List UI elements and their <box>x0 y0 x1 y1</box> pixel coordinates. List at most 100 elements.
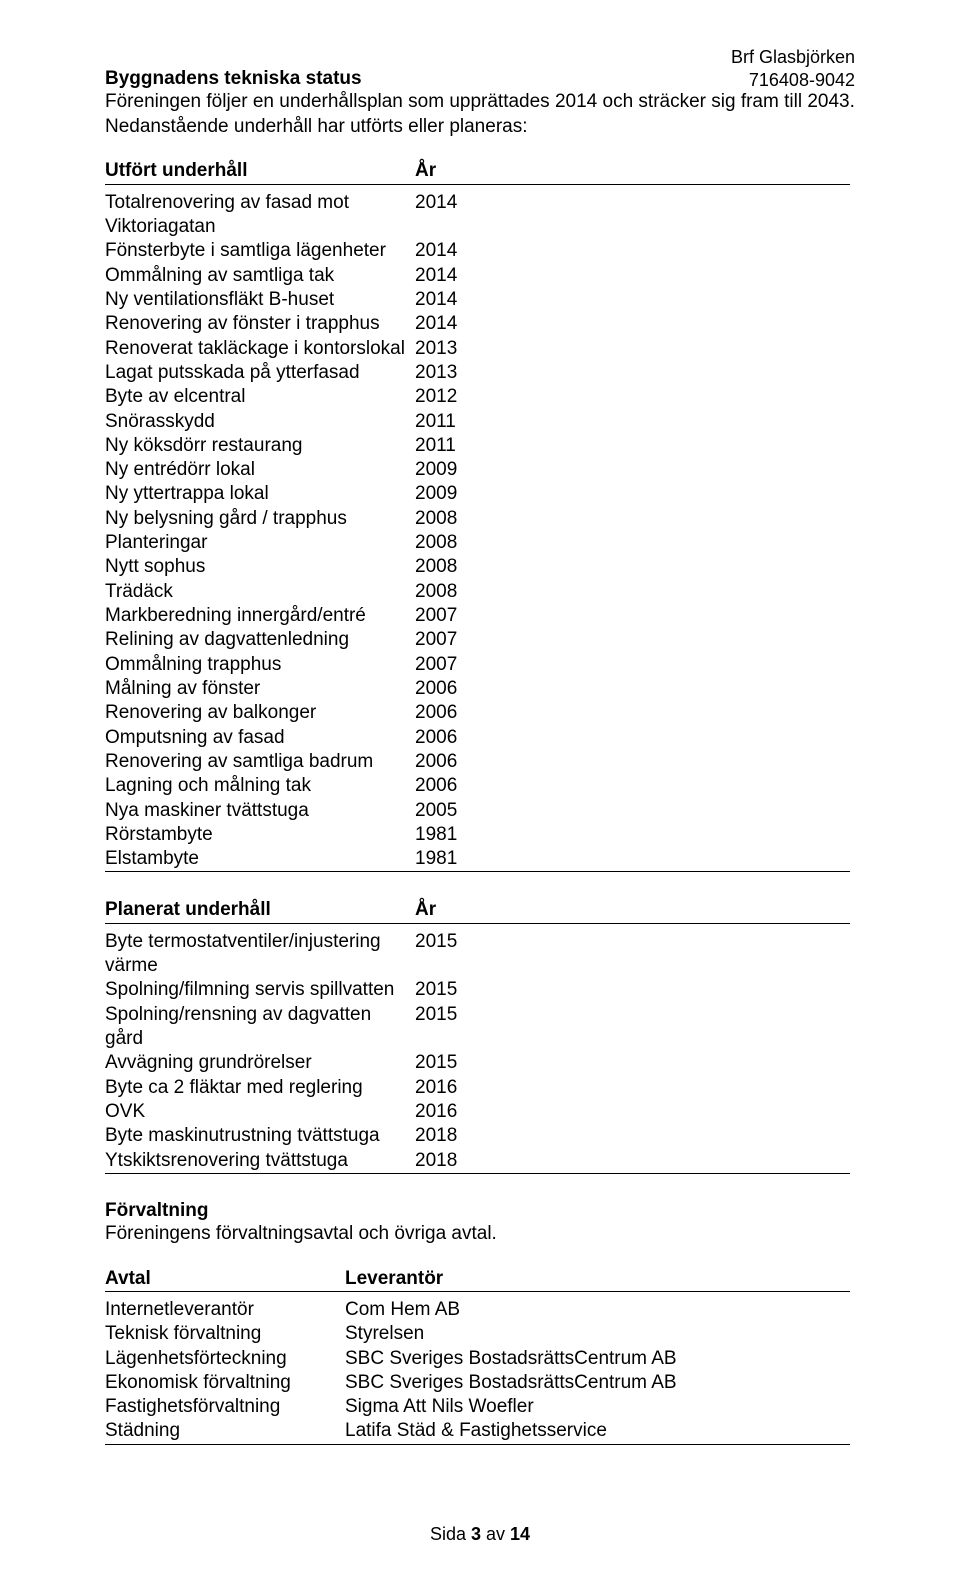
table-row: Spolning/rensning av dagvatten gård2015 <box>105 1003 795 1052</box>
table-row: Ny ventilationsfläkt B-huset2014 <box>105 288 795 312</box>
table-row: Renoverat takläckage i kontorslokal2013 <box>105 337 795 361</box>
row-value: 1981 <box>415 847 795 871</box>
row-value: 2015 <box>415 978 795 1002</box>
table-row: Lagning och målning tak2006 <box>105 774 795 798</box>
row-label: Spolning/rensning av dagvatten gård <box>105 1003 415 1052</box>
table-row: Lagat putsskada på ytterfasad2013 <box>105 361 795 385</box>
row-value: 1981 <box>415 823 795 847</box>
utfort-header-year: År <box>415 159 795 183</box>
row-label: Ekonomisk förvaltning <box>105 1371 345 1395</box>
row-value: 2015 <box>415 1003 795 1052</box>
row-label: Internetleverantör <box>105 1298 345 1322</box>
row-label: OVK <box>105 1100 415 1124</box>
table-row: Nya maskiner tvättstuga2005 <box>105 799 795 823</box>
row-label: Avvägning grundrörelser <box>105 1051 415 1075</box>
row-label: Lagat putsskada på ytterfasad <box>105 361 415 385</box>
utfort-block: Utfört underhåll År Totalrenovering av f… <box>105 159 855 872</box>
row-value: 2007 <box>415 653 795 677</box>
table-row: Avvägning grundrörelser2015 <box>105 1051 795 1075</box>
row-label: Renovering av balkonger <box>105 701 415 725</box>
row-value: 2006 <box>415 774 795 798</box>
divider <box>105 923 850 924</box>
row-value: 2007 <box>415 604 795 628</box>
page-footer: Sida 3 av 14 <box>0 1524 960 1545</box>
table-row: Totalrenovering av fasad mot Viktoriagat… <box>105 191 795 240</box>
divider <box>105 1173 850 1174</box>
row-value: 2016 <box>415 1100 795 1124</box>
planerat-header-year: År <box>415 898 795 922</box>
avtal-header-value: Leverantör <box>345 1267 725 1291</box>
table-row: Ekonomisk förvaltningSBC Sveriges Bostad… <box>105 1371 725 1395</box>
row-label: Byte termostatventiler/injustering värme <box>105 930 415 979</box>
forvaltning-heading: Förvaltning <box>105 1200 855 1222</box>
row-label: Renovering av fönster i trapphus <box>105 312 415 336</box>
table-row: Planteringar2008 <box>105 531 795 555</box>
table-row: OVK2016 <box>105 1100 795 1124</box>
row-label: Byte ca 2 fläktar med reglering <box>105 1076 415 1100</box>
table-row: Renovering av fönster i trapphus2014 <box>105 312 795 336</box>
divider <box>105 871 850 872</box>
document-header-right: Brf Glasbjörken 716408-9042 <box>731 46 855 91</box>
table-row: Fönsterbyte i samtliga lägenheter2014 <box>105 239 795 263</box>
row-value: 2006 <box>415 701 795 725</box>
status-line1: Föreningen följer en underhållsplan som … <box>105 90 855 115</box>
row-label: Ny entrédörr lokal <box>105 458 415 482</box>
row-label: Teknisk förvaltning <box>105 1322 345 1346</box>
row-value: 2014 <box>415 288 795 312</box>
row-label: Byte av elcentral <box>105 385 415 409</box>
utfort-rows: Totalrenovering av fasad mot Viktoriagat… <box>105 191 795 872</box>
row-value: Styrelsen <box>345 1322 725 1346</box>
planerat-table: Planerat underhåll År <box>105 898 795 922</box>
table-row: Målning av fönster2006 <box>105 677 795 701</box>
row-label: Planteringar <box>105 531 415 555</box>
table-row: Ytskiktsrenovering tvättstuga2018 <box>105 1149 795 1173</box>
row-label: Nytt sophus <box>105 555 415 579</box>
utfort-header-label: Utfört underhåll <box>105 159 415 183</box>
row-value: 2013 <box>415 337 795 361</box>
avtal-rows: InternetleverantörCom Hem ABTeknisk förv… <box>105 1298 725 1444</box>
row-value: 2006 <box>415 750 795 774</box>
row-value: 2015 <box>415 930 795 979</box>
row-value: 2018 <box>415 1124 795 1148</box>
org-name: Brf Glasbjörken <box>731 46 855 69</box>
row-label: Omputsning av fasad <box>105 726 415 750</box>
table-row: Markberedning innergård/entré2007 <box>105 604 795 628</box>
table-row: Spolning/filmning servis spillvatten2015 <box>105 978 795 1002</box>
table-row: Rörstambyte1981 <box>105 823 795 847</box>
row-label: Nya maskiner tvättstuga <box>105 799 415 823</box>
row-value: 2007 <box>415 628 795 652</box>
table-row: Renovering av balkonger2006 <box>105 701 795 725</box>
table-row: Renovering av samtliga badrum2006 <box>105 750 795 774</box>
row-label: Byte maskinutrustning tvättstuga <box>105 1124 415 1148</box>
status-line2: Nedanstående underhåll har utförts eller… <box>105 115 855 140</box>
row-label: Elstambyte <box>105 847 415 871</box>
table-row: Byte maskinutrustning tvättstuga2018 <box>105 1124 795 1148</box>
table-header-row: Planerat underhåll År <box>105 898 795 922</box>
row-value: 2011 <box>415 434 795 458</box>
footer-sep: av <box>481 1524 510 1544</box>
row-value: 2006 <box>415 726 795 750</box>
row-label: Målning av fönster <box>105 677 415 701</box>
table-row: Nytt sophus2008 <box>105 555 795 579</box>
utfort-table: Utfört underhåll År <box>105 159 795 183</box>
row-label: Renoverat takläckage i kontorslokal <box>105 337 415 361</box>
table-row: Byte termostatventiler/injustering värme… <box>105 930 795 979</box>
row-value: 2008 <box>415 555 795 579</box>
row-value: SBC Sveriges BostadsrättsCentrum AB <box>345 1347 725 1371</box>
divider <box>105 1444 850 1445</box>
row-label: Lagning och målning tak <box>105 774 415 798</box>
row-value: 2009 <box>415 482 795 506</box>
table-row: StädningLatifa Städ & Fastighetsservice <box>105 1419 725 1443</box>
row-label: Ommålning av samtliga tak <box>105 264 415 288</box>
row-value: 2014 <box>415 264 795 288</box>
row-value: 2013 <box>415 361 795 385</box>
row-value: 2015 <box>415 1051 795 1075</box>
row-label: Markberedning innergård/entré <box>105 604 415 628</box>
table-row: LägenhetsförteckningSBC Sveriges Bostads… <box>105 1347 725 1371</box>
avtal-table: Avtal Leverantör <box>105 1267 725 1291</box>
row-value: Latifa Städ & Fastighetsservice <box>345 1419 725 1443</box>
row-label: Rörstambyte <box>105 823 415 847</box>
divider <box>105 1291 850 1292</box>
table-row: Ny yttertrappa lokal2009 <box>105 482 795 506</box>
avtal-header-label: Avtal <box>105 1267 345 1291</box>
